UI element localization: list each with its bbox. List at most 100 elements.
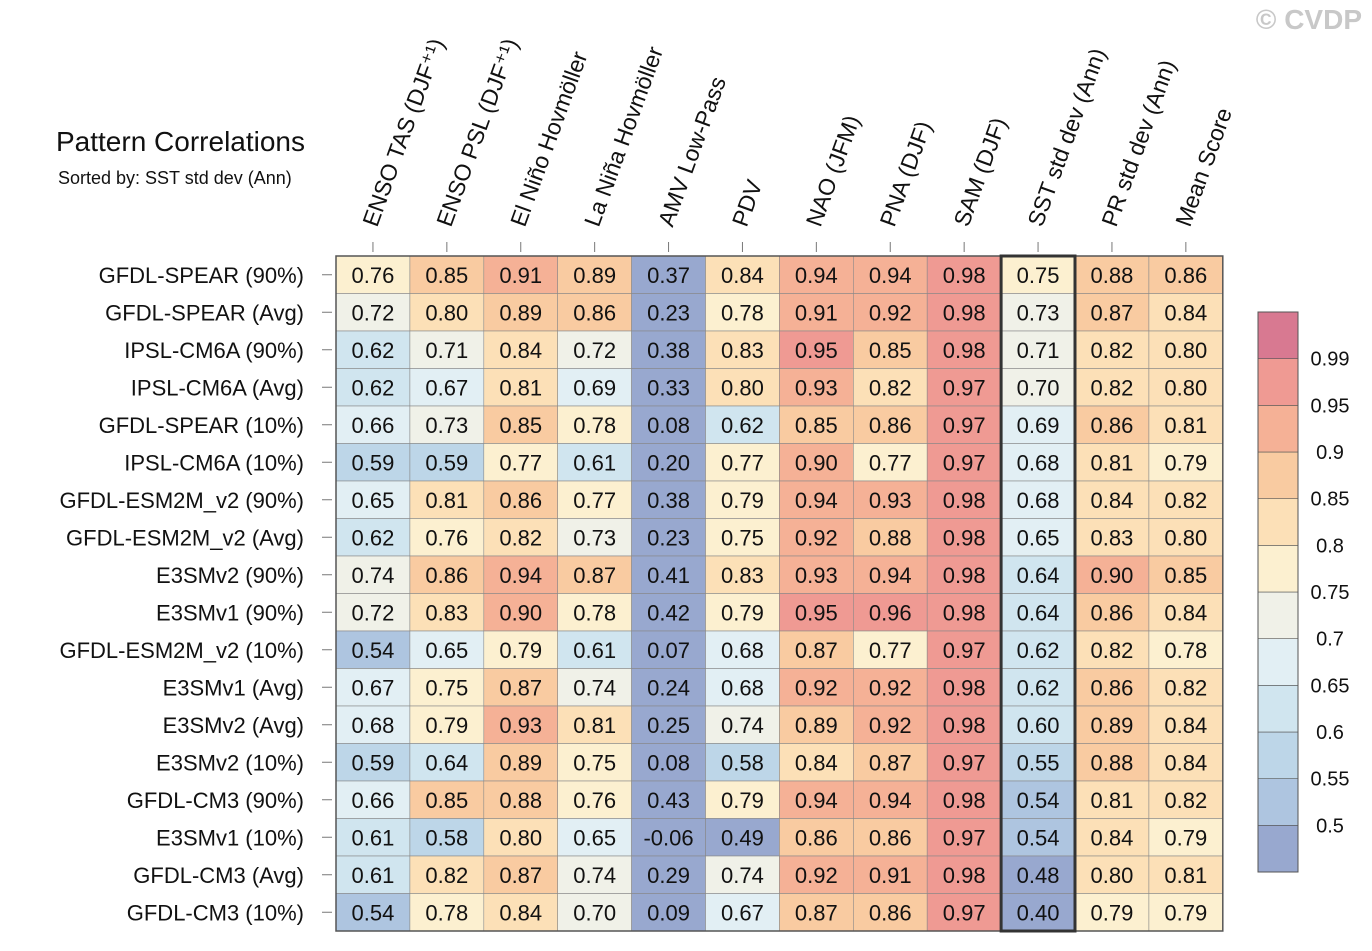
cell-value-label: 0.82 xyxy=(1164,488,1207,513)
cell-value-label: 0.73 xyxy=(573,525,616,550)
cell-value-label: 0.92 xyxy=(869,713,912,738)
cell-value-label: 0.89 xyxy=(499,300,542,325)
cell-value-label: 0.84 xyxy=(1164,750,1207,775)
cell-value-label: 0.94 xyxy=(795,488,838,513)
heatmap-cell xyxy=(483,555,558,594)
column-label: PNA (DJF) xyxy=(875,118,937,230)
cell-value-label: 0.94 xyxy=(869,563,912,588)
cell-value-label: 0.62 xyxy=(352,375,395,400)
heatmap-cell xyxy=(1148,668,1224,707)
heatmap-cell xyxy=(1000,330,1076,369)
heatmap-cell xyxy=(335,480,411,519)
cell-value-label: 0.78 xyxy=(721,300,764,325)
heatmap-cell xyxy=(779,443,854,482)
cell-value-label: 0.72 xyxy=(573,338,616,363)
heatmap-cell xyxy=(705,480,780,519)
column-label: ENSO TAS (DJF⁺¹) xyxy=(357,35,449,230)
row-label: E3SMv1 (90%) xyxy=(156,600,304,625)
cell-value-label: 0.87 xyxy=(573,563,616,588)
cell-value-label: 0.66 xyxy=(352,413,395,438)
cell-value-label: 0.98 xyxy=(943,563,986,588)
heatmap-cell xyxy=(409,593,485,632)
heatmap-cell xyxy=(705,555,780,594)
cell-value-label: 0.74 xyxy=(721,863,764,888)
cell-value-label: 0.86 xyxy=(869,825,912,850)
heatmap-cell xyxy=(705,818,780,857)
heatmap-cell xyxy=(335,330,411,369)
heatmap-cell xyxy=(705,630,780,669)
cell-value-label: 0.86 xyxy=(1164,263,1207,288)
cell-value-label: 0.68 xyxy=(721,638,764,663)
heatmap-cell xyxy=(335,893,411,932)
colorbar-tick-label: 0.5 xyxy=(1316,815,1344,837)
cell-value-label: 0.74 xyxy=(573,863,616,888)
cell-value-label: 0.64 xyxy=(1017,563,1060,588)
cell-value-label: 0.80 xyxy=(1164,525,1207,550)
row-label: GFDL-SPEAR (10%) xyxy=(99,413,304,438)
cell-value-label: 0.98 xyxy=(943,263,986,288)
row-label: E3SMv1 (Avg) xyxy=(163,675,304,700)
cell-value-label: 0.86 xyxy=(795,825,838,850)
heatmap-cell xyxy=(1074,668,1150,707)
column-label: PR std dev (Ann) xyxy=(1096,56,1180,229)
heatmap-cell xyxy=(409,555,485,594)
heatmap-cell xyxy=(705,743,780,782)
cell-value-label: 0.54 xyxy=(352,900,395,925)
cell-value-label: 0.08 xyxy=(647,750,690,775)
heatmap-cell xyxy=(1000,855,1076,894)
heatmap-cell xyxy=(483,668,558,707)
cell-value-label: 0.83 xyxy=(1091,525,1134,550)
cell-value-label: 0.79 xyxy=(721,600,764,625)
heatmap-cell xyxy=(483,818,558,857)
row-label: GFDL-ESM2M_v2 (90%) xyxy=(59,488,304,513)
heatmap-cell xyxy=(1074,443,1150,482)
heatmap-cell xyxy=(557,855,632,894)
heatmap-cell xyxy=(1000,780,1076,819)
heatmap-cell xyxy=(1000,893,1076,932)
heatmap-cell xyxy=(1148,293,1224,332)
heatmap-cell xyxy=(1074,630,1150,669)
cell-value-label: 0.87 xyxy=(1091,300,1134,325)
heatmap-cell xyxy=(852,480,928,519)
heatmap-cell xyxy=(926,368,1002,407)
row-label: GFDL-SPEAR (90%) xyxy=(99,263,304,288)
cell-value-label: 0.80 xyxy=(721,375,764,400)
cell-value-label: 0.98 xyxy=(943,600,986,625)
heatmap-cell xyxy=(1148,518,1224,557)
cell-value-label: 0.79 xyxy=(1091,900,1134,925)
heatmap-cell xyxy=(926,593,1002,632)
heatmap-cell xyxy=(1000,593,1076,632)
cell-value-label: 0.90 xyxy=(795,450,838,475)
heatmap-cell xyxy=(409,818,485,857)
heatmap-cell xyxy=(631,855,706,894)
colorbar-segment xyxy=(1257,358,1299,406)
heatmap-cell xyxy=(557,780,632,819)
cell-value-label: 0.72 xyxy=(352,600,395,625)
cell-value-label: 0.73 xyxy=(1017,300,1060,325)
heatmap-cell xyxy=(557,818,632,857)
cell-value-label: 0.67 xyxy=(352,675,395,700)
heatmap-cell xyxy=(852,405,928,444)
heatmap-cell xyxy=(557,893,632,932)
cell-value-label: 0.70 xyxy=(1017,375,1060,400)
cell-value-label: 0.20 xyxy=(647,450,690,475)
column-label: Mean Score xyxy=(1170,104,1237,229)
cell-value-label: 0.93 xyxy=(795,375,838,400)
heatmap-cell xyxy=(409,705,485,744)
heatmap-cell xyxy=(705,893,780,932)
heatmap-cell xyxy=(926,893,1002,932)
cell-value-label: 0.37 xyxy=(647,263,690,288)
heatmap-cell xyxy=(852,255,928,294)
cell-value-label: 0.62 xyxy=(352,338,395,363)
heatmap-cell xyxy=(483,293,558,332)
heatmap-cell xyxy=(409,668,485,707)
cell-value-label: 0.98 xyxy=(943,338,986,363)
heatmap-cell xyxy=(335,443,411,482)
cell-value-label: 0.81 xyxy=(425,488,468,513)
cell-value-label: 0.79 xyxy=(721,788,764,813)
heatmap-cell xyxy=(1074,518,1150,557)
cell-value-label: 0.96 xyxy=(869,600,912,625)
cell-value-label: 0.58 xyxy=(425,825,468,850)
cell-value-label: 0.42 xyxy=(647,600,690,625)
cell-value-label: 0.93 xyxy=(795,563,838,588)
